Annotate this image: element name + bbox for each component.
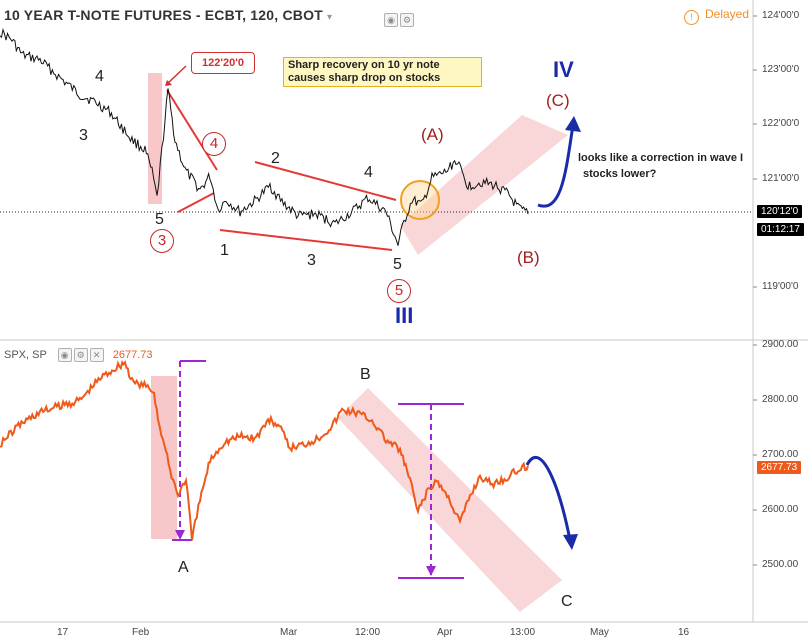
price-tick: 121'00'0 [762, 173, 800, 184]
leg-label-3: 3 [307, 252, 316, 269]
wedge-line-lower [219, 229, 393, 251]
callout-arrowhead [165, 80, 172, 86]
price-tick: 124'00'0 [762, 10, 800, 21]
price-tick: 2900.00 [762, 339, 799, 350]
leg-label-5: 5 [393, 256, 402, 273]
price-axis-ticks [753, 15, 757, 566]
wedge-line-a [166, 89, 218, 171]
projection-arrow-up [537, 124, 575, 208]
note-line-1: Sharp recovery on 10 yr note [288, 59, 440, 71]
callout-pointer [166, 65, 187, 85]
time-tick: 12:00 [355, 627, 381, 638]
measure-b-arrowhead [426, 566, 436, 576]
close-icon[interactable]: ✕ [89, 348, 104, 362]
wave-label-5: 5 [155, 211, 164, 228]
chart-title: 10 YEAR T-NOTE FUTURES - ECBT, 120, CBOT… [4, 7, 332, 23]
spx-last-price-badge: 2677.73 [757, 461, 802, 474]
note-box: Sharp recovery on 10 yr note causes shar… [283, 57, 482, 87]
wave-label-iv: IV [553, 57, 574, 82]
breakout-circle [400, 180, 440, 220]
time-tick: Feb [132, 627, 150, 638]
eye-icon[interactable]: ◉ [57, 348, 72, 362]
gear-icon[interactable]: ⚙ [73, 348, 88, 362]
leg-label-4: 4 [364, 164, 373, 181]
wave-label-iii: III [395, 303, 414, 328]
corr-label-c: (C) [546, 91, 570, 110]
wave-label-4: 4 [95, 68, 104, 85]
leg-label-2: 2 [271, 150, 280, 167]
price-tick: 122'00'0 [762, 118, 800, 129]
highlight-block-top [148, 73, 162, 204]
comment-line-2: stocks lower? [583, 168, 657, 180]
time-tick: 16 [678, 627, 690, 638]
tnote-price-series [0, 27, 529, 246]
time-tick: 13:00 [510, 627, 536, 638]
gear-icon[interactable]: ⚙ [400, 13, 414, 27]
wave-label-3: 3 [79, 127, 88, 144]
chevron-down-icon[interactable]: ▾ [327, 12, 333, 23]
measure-a-arrowhead [175, 530, 185, 540]
wedge-line-b [177, 192, 215, 213]
circled-wave-5: 5 [387, 279, 411, 303]
arrow-up-icon [565, 116, 581, 132]
spx-legend: SPX, SP ◉ ⚙ ✕ 2677.73 [4, 348, 153, 362]
spx-symbol: SPX, SP [4, 349, 47, 361]
rising-channel [400, 115, 568, 255]
spx-wave-b: B [360, 366, 371, 383]
delayed-label: Delayed [705, 7, 750, 21]
countdown-badge: 01:12:17 [757, 223, 804, 236]
arrow-down-icon [563, 534, 578, 550]
circled-wave-4: 4 [202, 132, 226, 156]
clock-icon: ! [684, 10, 699, 25]
corr-label-b: (B) [517, 248, 540, 267]
corr-label-a: (A) [421, 125, 444, 144]
price-tick: 2700.00 [762, 449, 799, 460]
last-price-badge: 120'12'0 [757, 205, 803, 218]
price-tick: 2600.00 [762, 504, 799, 515]
comment-line-1: looks like a correction in wave I [578, 152, 744, 164]
price-tick: 123'00'0 [762, 64, 800, 75]
note-line-2: causes sharp drop on stocks [288, 72, 441, 84]
spx-price-series [0, 360, 529, 541]
wedge-line-upper [254, 161, 397, 201]
leg-label-1: 1 [220, 242, 229, 259]
time-tick: 17 [57, 627, 69, 638]
delayed-status: ! Delayed [684, 7, 749, 25]
price-tick: 119'00'0 [762, 281, 799, 292]
spx-wave-a: A [178, 559, 189, 576]
eye-icon[interactable]: ◉ [384, 13, 398, 27]
price-tick: 2800.00 [762, 394, 799, 405]
spx-legend-value: 2677.73 [112, 349, 153, 361]
spx-wave-c: C [561, 593, 573, 610]
price-tick: 2500.00 [762, 559, 799, 570]
circled-wave-3: 3 [150, 229, 174, 253]
time-tick: Apr [437, 627, 453, 638]
time-tick: May [590, 627, 609, 638]
time-tick: Mar [280, 627, 298, 638]
symbol-title: 10 YEAR T-NOTE FUTURES - ECBT, 120, CBOT [4, 7, 323, 23]
projection-arrow-down [525, 456, 572, 541]
legend-toolbar: ◉ ⚙ ✕ [57, 348, 106, 362]
title-toolbar: ◉ ⚙ [384, 10, 416, 28]
price-callout: 122'20'0 [191, 52, 255, 74]
